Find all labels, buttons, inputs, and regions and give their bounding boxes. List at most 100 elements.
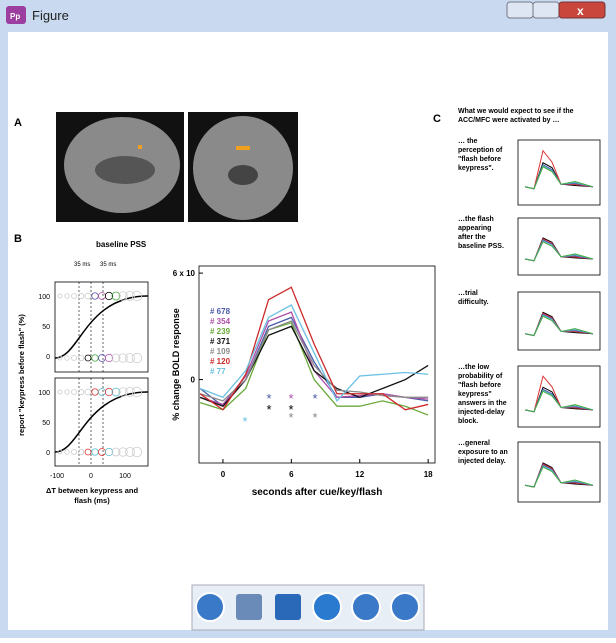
psych-dot	[64, 293, 70, 299]
prediction-caption: "flash before	[458, 382, 501, 389]
psych-dot	[84, 354, 92, 362]
prediction-caption: …the low	[458, 364, 490, 371]
legend-label: # 77	[210, 367, 226, 376]
psych-dot	[118, 353, 128, 363]
psych-dot	[131, 290, 143, 302]
prediction-caption: "flash before	[458, 156, 501, 163]
psych-dot	[84, 448, 92, 456]
psych-dot	[71, 389, 77, 395]
toolbar-button[interactable]	[390, 592, 420, 622]
brain-shape	[228, 165, 258, 185]
psych-x-label: ΔT between keypress and	[46, 486, 139, 495]
prediction-caption: exposure to an	[458, 449, 508, 456]
psych-dot	[118, 387, 128, 397]
prediction-caption: … the	[458, 138, 478, 145]
psych-dot	[118, 447, 128, 457]
psych-dot	[64, 449, 70, 455]
prediction-caption: probability of	[458, 373, 503, 380]
app-icon	[6, 6, 26, 24]
psych-dot	[77, 354, 85, 362]
legend-label: # 239	[210, 327, 231, 336]
prediction-caption: keypress".	[458, 165, 494, 172]
legend-label: # 109	[210, 347, 231, 356]
x-tick-label: 12	[355, 470, 364, 479]
prediction-line	[524, 315, 594, 337]
toolbar-button[interactable]	[275, 594, 301, 620]
panel-label: C	[433, 113, 441, 125]
psych-axes	[54, 377, 149, 467]
psych-dot	[64, 389, 70, 395]
psych-dot	[131, 386, 143, 398]
psych-dot	[57, 293, 63, 299]
psych-dot	[84, 388, 92, 396]
plot-axes	[198, 265, 436, 464]
psych-axes	[54, 281, 149, 373]
minimize-button[interactable]	[506, 1, 534, 19]
prediction-line	[524, 166, 594, 190]
psych-dot	[118, 291, 128, 301]
prediction-line	[524, 390, 594, 413]
app-icon-text: Pp	[10, 12, 20, 21]
psych-y-tick-label: 50	[42, 324, 50, 331]
prediction-caption: injected-delay	[458, 409, 505, 416]
prediction-line	[524, 241, 594, 262]
psych-dot	[64, 355, 70, 361]
significance-star: *	[266, 402, 271, 417]
series-line	[199, 325, 429, 407]
psych-dot	[104, 447, 114, 457]
psych-dot	[125, 447, 135, 457]
panel-label: B	[14, 233, 22, 245]
psych-dot	[77, 448, 85, 456]
legend-label: # 678	[210, 307, 231, 316]
psych-dot	[57, 449, 63, 455]
psych-dot	[57, 389, 63, 395]
offset-label: 35 ms	[74, 262, 90, 268]
prediction-plot	[517, 441, 601, 503]
prediction-plot	[517, 139, 601, 206]
close-button[interactable]	[558, 1, 606, 19]
psych-x-tick-label: 0	[89, 473, 93, 480]
close-icon: x	[577, 4, 584, 18]
psych-curve	[54, 391, 149, 453]
psych-dot	[111, 353, 121, 363]
significance-star: *	[266, 391, 271, 406]
y-axis-label: % change BOLD response	[171, 308, 181, 421]
panel-label: A	[14, 117, 22, 129]
prediction-line	[524, 466, 594, 488]
y-tick-label: 6 x 10	[173, 269, 196, 278]
prediction-caption: keypress"	[458, 391, 492, 398]
maximize-button[interactable]	[532, 1, 560, 19]
psych-dot	[71, 355, 77, 361]
x-tick-label: 18	[424, 470, 433, 479]
psych-dot	[111, 447, 121, 457]
psych-dot	[77, 292, 85, 300]
prediction-caption: …trial	[458, 290, 478, 297]
brain-shape	[95, 156, 155, 184]
toolbar-button[interactable]	[195, 592, 225, 622]
psych-dot	[131, 446, 143, 458]
activation	[138, 145, 142, 149]
psych-dot	[125, 387, 135, 397]
significance-star: *	[242, 414, 247, 429]
window-title: Figure	[32, 8, 69, 23]
prediction-caption: answers in the	[458, 400, 507, 407]
psych-dot	[84, 292, 92, 300]
psych-dot	[131, 352, 143, 364]
psych-dot	[104, 291, 114, 301]
prediction-caption: after the	[458, 234, 486, 241]
prediction-caption: block.	[458, 418, 478, 425]
psych-dot	[111, 387, 121, 397]
offset-label: 35 ms	[100, 262, 116, 268]
series-line	[199, 286, 429, 411]
psych-dot	[57, 355, 63, 361]
toolbar-button[interactable]	[236, 594, 262, 620]
psych-y-tick-label: 0	[46, 354, 50, 361]
toolbar-button[interactable]	[351, 592, 381, 622]
prediction-caption: difficulty.	[458, 299, 489, 306]
psych-y-tick-label: 100	[38, 294, 50, 301]
toolbar-button[interactable]	[312, 592, 342, 622]
psych-dot	[111, 291, 121, 301]
psych-dot	[125, 291, 135, 301]
significance-star: *	[312, 410, 317, 425]
